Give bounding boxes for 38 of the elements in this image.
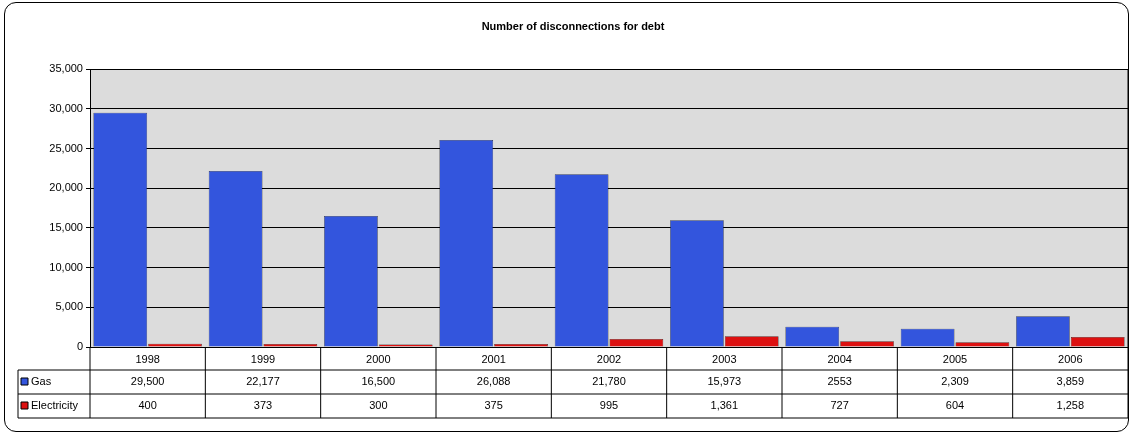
y-tick-label: 0 [76,340,83,353]
y-tick-label: 20,000 [49,181,83,194]
data-label: 727 [830,399,849,412]
data-label: 21,780 [592,375,626,388]
x-tick-label: 2001 [481,352,506,365]
x-tick-label: 2000 [366,352,391,365]
legend-label: Electricity [31,399,79,412]
data-label: 373 [253,399,273,412]
x-tick-label: 1999 [250,352,276,365]
y-tick-label: 30,000 [49,101,83,114]
data-label: 29,500 [130,375,165,388]
data-label: 1,258 [1056,399,1085,412]
data-label: 2,309 [941,375,969,388]
data-label: 604 [945,399,965,412]
data-label: 300 [369,399,388,412]
data-label: 2553 [827,375,852,388]
data-label: 995 [599,399,619,412]
data-label: 26,088 [476,375,511,388]
data-label: 1,361 [710,399,739,412]
y-tick-label: 10,000 [49,260,83,273]
x-tick-label: 1998 [135,352,160,365]
x-tick-label: 2006 [1058,352,1083,365]
x-tick-label: 2002 [596,352,622,365]
x-tick-label: 2003 [712,352,737,365]
y-tick-label: 25,000 [49,141,83,154]
y-tick-label: 35,000 [49,62,83,75]
x-tick-label: 2005 [942,352,968,365]
data-label: 375 [484,399,503,412]
data-label: 400 [138,399,157,412]
data-label: 15,973 [707,375,742,388]
chart-title: Number of disconnections for debt [481,19,665,32]
y-tick-label: 15,000 [49,220,83,233]
data-label: 16,500 [361,375,396,388]
y-tick-label: 5,000 [55,300,83,313]
x-tick-label: 2004 [827,352,852,365]
legend-label: Gas [31,375,52,388]
data-label: 22,177 [246,375,280,388]
data-label: 3,859 [1056,375,1085,388]
